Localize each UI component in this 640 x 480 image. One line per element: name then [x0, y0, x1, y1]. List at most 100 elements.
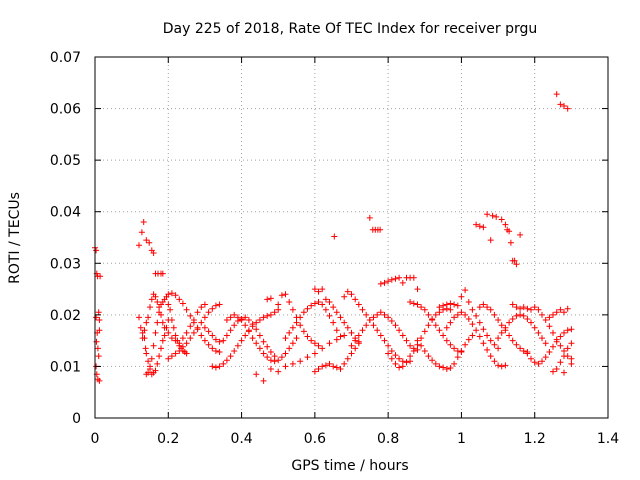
data-point [440, 364, 447, 371]
data-point [502, 324, 509, 331]
data-point [355, 340, 362, 347]
data-point [407, 358, 414, 365]
data-point [363, 322, 370, 329]
data-point [249, 323, 256, 330]
data-point [138, 229, 145, 236]
data-point [487, 337, 494, 344]
data-point [333, 309, 340, 316]
data-point [396, 355, 403, 362]
data-point [509, 337, 516, 344]
data-point [256, 345, 263, 352]
data-point [289, 360, 296, 367]
data-point [487, 237, 494, 244]
data-point [377, 309, 384, 316]
data-point [385, 342, 392, 349]
data-point [96, 317, 103, 323]
data-point [95, 353, 102, 360]
data-point [410, 300, 417, 307]
data-point [524, 305, 531, 312]
data-point [311, 300, 318, 307]
data-point [511, 257, 518, 264]
data-point [506, 228, 513, 235]
data-point [366, 214, 373, 221]
data-point [159, 270, 166, 277]
data-point [447, 365, 454, 371]
data-point [451, 360, 458, 367]
data-point [476, 319, 483, 326]
x-tick-label: 0.2 [157, 431, 179, 447]
data-point [209, 305, 216, 312]
data-point [531, 359, 538, 366]
data-point [297, 314, 304, 321]
data-point [355, 332, 362, 339]
data-point [198, 319, 205, 326]
data-point [487, 306, 494, 313]
data-point [223, 357, 230, 364]
data-point [168, 290, 175, 297]
data-point [528, 355, 534, 362]
data-point [550, 329, 556, 336]
data-point [469, 306, 476, 313]
data-point [282, 291, 289, 298]
data-point [377, 226, 384, 233]
data-point [469, 321, 476, 328]
data-point [315, 288, 322, 295]
data-point [421, 348, 428, 354]
data-point [97, 273, 104, 280]
data-point [568, 326, 575, 333]
data-point [513, 304, 520, 311]
data-point [93, 314, 100, 321]
data-point [491, 341, 498, 348]
data-point [418, 304, 425, 311]
data-point [170, 324, 177, 331]
data-point [429, 317, 436, 323]
data-point [454, 354, 461, 361]
data-point [223, 317, 230, 323]
data-point [363, 311, 370, 318]
data-point [498, 363, 505, 370]
data-point [143, 350, 150, 357]
data-point [147, 363, 153, 370]
data-point [352, 296, 359, 303]
data-point [245, 328, 252, 335]
data-point [267, 349, 274, 355]
data-point [190, 319, 197, 326]
data-point [495, 362, 502, 369]
data-point [458, 309, 465, 316]
data-point [344, 288, 351, 295]
data-point [392, 360, 399, 367]
data-point [392, 322, 399, 329]
data-point [454, 311, 461, 318]
data-point [507, 239, 514, 246]
data-point [282, 350, 289, 357]
data-point [234, 314, 241, 321]
data-point [528, 319, 534, 326]
data-point [440, 302, 447, 309]
data-point [275, 357, 282, 364]
data-point [165, 301, 172, 308]
data-point [381, 279, 388, 286]
data-point [520, 304, 527, 311]
data-point [388, 276, 395, 283]
data-point [561, 309, 567, 316]
data-point [568, 340, 575, 347]
data-point [156, 353, 163, 360]
data-point [557, 359, 564, 366]
data-point [546, 323, 553, 330]
data-point [220, 360, 227, 367]
data-point [476, 333, 483, 340]
data-point [139, 335, 146, 342]
data-point [168, 335, 175, 342]
data-point [136, 242, 142, 249]
data-point [322, 296, 329, 303]
data-point [341, 319, 348, 326]
data-point [148, 355, 155, 362]
data-point [326, 312, 333, 319]
data-point [550, 368, 556, 375]
data-point [209, 345, 216, 352]
data-point [381, 337, 388, 344]
data-point [201, 337, 208, 344]
data-point [143, 237, 150, 244]
data-point [165, 291, 172, 298]
data-point [271, 309, 278, 316]
